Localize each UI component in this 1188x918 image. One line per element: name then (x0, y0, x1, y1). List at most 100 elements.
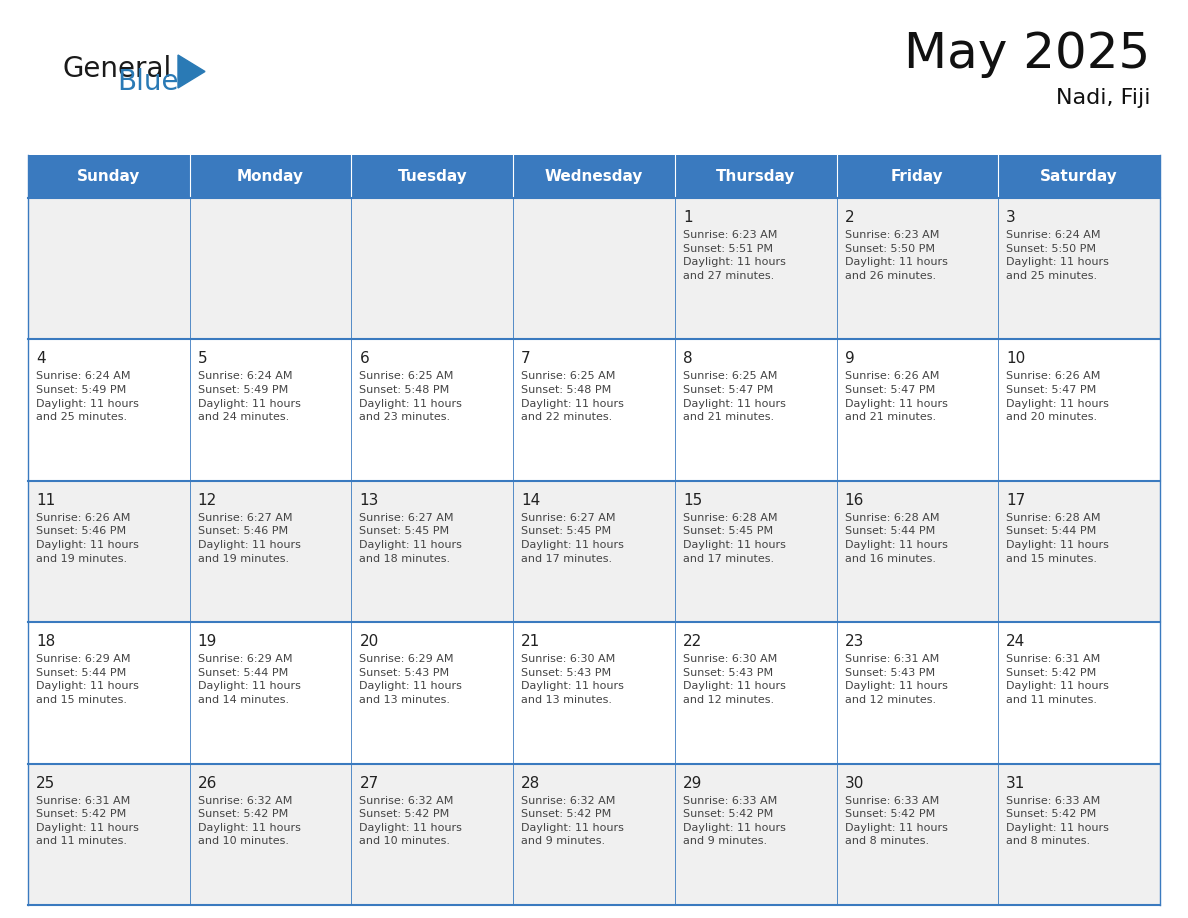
Text: 25: 25 (36, 776, 56, 790)
Text: 19: 19 (197, 634, 217, 649)
Text: Nadi, Fiji: Nadi, Fiji (1055, 88, 1150, 108)
Bar (513, 340, 675, 481)
Bar (513, 155, 675, 198)
Bar (29, 764, 190, 905)
Text: Sunrise: 6:32 AM
Sunset: 5:42 PM
Daylight: 11 hours
and 10 minutes.: Sunrise: 6:32 AM Sunset: 5:42 PM Dayligh… (360, 796, 462, 846)
Text: Sunrise: 6:31 AM
Sunset: 5:42 PM
Daylight: 11 hours
and 11 minutes.: Sunrise: 6:31 AM Sunset: 5:42 PM Dayligh… (1006, 655, 1110, 705)
Text: 10: 10 (1006, 352, 1025, 366)
Text: Sunrise: 6:27 AM
Sunset: 5:46 PM
Daylight: 11 hours
and 19 minutes.: Sunrise: 6:27 AM Sunset: 5:46 PM Dayligh… (197, 513, 301, 564)
Text: Sunrise: 6:26 AM
Sunset: 5:46 PM
Daylight: 11 hours
and 19 minutes.: Sunrise: 6:26 AM Sunset: 5:46 PM Dayligh… (36, 513, 139, 564)
Text: Sunrise: 6:33 AM
Sunset: 5:42 PM
Daylight: 11 hours
and 9 minutes.: Sunrise: 6:33 AM Sunset: 5:42 PM Dayligh… (683, 796, 785, 846)
Bar (29, 340, 190, 481)
Text: Sunrise: 6:24 AM
Sunset: 5:50 PM
Daylight: 11 hours
and 25 minutes.: Sunrise: 6:24 AM Sunset: 5:50 PM Dayligh… (1006, 230, 1110, 281)
Bar (513, 764, 675, 905)
Text: Sunrise: 6:26 AM
Sunset: 5:47 PM
Daylight: 11 hours
and 20 minutes.: Sunrise: 6:26 AM Sunset: 5:47 PM Dayligh… (1006, 372, 1110, 422)
Text: 24: 24 (1006, 634, 1025, 649)
Text: 31: 31 (1006, 776, 1025, 790)
Text: Sunrise: 6:33 AM
Sunset: 5:42 PM
Daylight: 11 hours
and 8 minutes.: Sunrise: 6:33 AM Sunset: 5:42 PM Dayligh… (845, 796, 948, 846)
Bar (836, 155, 998, 198)
Bar (836, 764, 998, 905)
Text: Sunrise: 6:26 AM
Sunset: 5:47 PM
Daylight: 11 hours
and 21 minutes.: Sunrise: 6:26 AM Sunset: 5:47 PM Dayligh… (845, 372, 948, 422)
Bar (675, 622, 836, 764)
Text: Saturday: Saturday (1041, 169, 1118, 184)
Text: Sunrise: 6:32 AM
Sunset: 5:42 PM
Daylight: 11 hours
and 9 minutes.: Sunrise: 6:32 AM Sunset: 5:42 PM Dayligh… (522, 796, 624, 846)
Text: Sunrise: 6:31 AM
Sunset: 5:42 PM
Daylight: 11 hours
and 11 minutes.: Sunrise: 6:31 AM Sunset: 5:42 PM Dayligh… (36, 796, 139, 846)
Text: 17: 17 (1006, 493, 1025, 508)
Text: 29: 29 (683, 776, 702, 790)
Text: Monday: Monday (238, 169, 304, 184)
Text: Sunrise: 6:29 AM
Sunset: 5:43 PM
Daylight: 11 hours
and 13 minutes.: Sunrise: 6:29 AM Sunset: 5:43 PM Dayligh… (360, 655, 462, 705)
Text: 3: 3 (1006, 210, 1016, 225)
Text: Sunrise: 6:24 AM
Sunset: 5:49 PM
Daylight: 11 hours
and 25 minutes.: Sunrise: 6:24 AM Sunset: 5:49 PM Dayligh… (36, 372, 139, 422)
Text: 18: 18 (36, 634, 56, 649)
Text: Wednesday: Wednesday (545, 169, 643, 184)
Bar (998, 340, 1159, 481)
Text: Sunrise: 6:24 AM
Sunset: 5:49 PM
Daylight: 11 hours
and 24 minutes.: Sunrise: 6:24 AM Sunset: 5:49 PM Dayligh… (197, 372, 301, 422)
Text: 14: 14 (522, 493, 541, 508)
Text: 20: 20 (360, 634, 379, 649)
Text: Sunrise: 6:25 AM
Sunset: 5:48 PM
Daylight: 11 hours
and 22 minutes.: Sunrise: 6:25 AM Sunset: 5:48 PM Dayligh… (522, 372, 624, 422)
Bar (190, 481, 352, 622)
Bar (352, 155, 513, 198)
Text: 11: 11 (36, 493, 56, 508)
Text: 23: 23 (845, 634, 864, 649)
Text: 5: 5 (197, 352, 208, 366)
Bar (29, 481, 190, 622)
Text: Sunrise: 6:28 AM
Sunset: 5:44 PM
Daylight: 11 hours
and 15 minutes.: Sunrise: 6:28 AM Sunset: 5:44 PM Dayligh… (1006, 513, 1110, 564)
Text: May 2025: May 2025 (904, 30, 1150, 78)
Text: 27: 27 (360, 776, 379, 790)
Text: Sunrise: 6:30 AM
Sunset: 5:43 PM
Daylight: 11 hours
and 13 minutes.: Sunrise: 6:30 AM Sunset: 5:43 PM Dayligh… (522, 655, 624, 705)
Text: 9: 9 (845, 352, 854, 366)
Bar (513, 198, 675, 340)
Bar (998, 764, 1159, 905)
Text: Sunrise: 6:29 AM
Sunset: 5:44 PM
Daylight: 11 hours
and 15 minutes.: Sunrise: 6:29 AM Sunset: 5:44 PM Dayligh… (36, 655, 139, 705)
Bar (998, 622, 1159, 764)
Text: 30: 30 (845, 776, 864, 790)
Text: Sunrise: 6:29 AM
Sunset: 5:44 PM
Daylight: 11 hours
and 14 minutes.: Sunrise: 6:29 AM Sunset: 5:44 PM Dayligh… (197, 655, 301, 705)
Bar (29, 155, 190, 198)
Bar (352, 198, 513, 340)
Text: Sunrise: 6:32 AM
Sunset: 5:42 PM
Daylight: 11 hours
and 10 minutes.: Sunrise: 6:32 AM Sunset: 5:42 PM Dayligh… (197, 796, 301, 846)
Text: Sunrise: 6:33 AM
Sunset: 5:42 PM
Daylight: 11 hours
and 8 minutes.: Sunrise: 6:33 AM Sunset: 5:42 PM Dayligh… (1006, 796, 1110, 846)
Text: Sunrise: 6:23 AM
Sunset: 5:51 PM
Daylight: 11 hours
and 27 minutes.: Sunrise: 6:23 AM Sunset: 5:51 PM Dayligh… (683, 230, 785, 281)
Text: Tuesday: Tuesday (398, 169, 467, 184)
Text: 2: 2 (845, 210, 854, 225)
Bar (352, 764, 513, 905)
Bar (675, 764, 836, 905)
Text: 22: 22 (683, 634, 702, 649)
Text: Sunrise: 6:23 AM
Sunset: 5:50 PM
Daylight: 11 hours
and 26 minutes.: Sunrise: 6:23 AM Sunset: 5:50 PM Dayligh… (845, 230, 948, 281)
Text: Sunrise: 6:28 AM
Sunset: 5:45 PM
Daylight: 11 hours
and 17 minutes.: Sunrise: 6:28 AM Sunset: 5:45 PM Dayligh… (683, 513, 785, 564)
Text: Thursday: Thursday (716, 169, 796, 184)
Text: 8: 8 (683, 352, 693, 366)
Bar (190, 622, 352, 764)
Bar (190, 155, 352, 198)
Text: 21: 21 (522, 634, 541, 649)
Text: Sunday: Sunday (77, 169, 140, 184)
Bar (513, 481, 675, 622)
Bar (513, 622, 675, 764)
Polygon shape (178, 55, 206, 88)
Text: 15: 15 (683, 493, 702, 508)
Text: Sunrise: 6:25 AM
Sunset: 5:48 PM
Daylight: 11 hours
and 23 minutes.: Sunrise: 6:25 AM Sunset: 5:48 PM Dayligh… (360, 372, 462, 422)
Bar (998, 481, 1159, 622)
Bar (190, 198, 352, 340)
Bar (998, 198, 1159, 340)
Text: 4: 4 (36, 352, 45, 366)
Bar (675, 340, 836, 481)
Bar (836, 340, 998, 481)
Bar (352, 622, 513, 764)
Text: 12: 12 (197, 493, 217, 508)
Text: 6: 6 (360, 352, 369, 366)
Bar (352, 481, 513, 622)
Bar (190, 340, 352, 481)
Text: 16: 16 (845, 493, 864, 508)
Text: Sunrise: 6:31 AM
Sunset: 5:43 PM
Daylight: 11 hours
and 12 minutes.: Sunrise: 6:31 AM Sunset: 5:43 PM Dayligh… (845, 655, 948, 705)
Text: 1: 1 (683, 210, 693, 225)
Text: Sunrise: 6:30 AM
Sunset: 5:43 PM
Daylight: 11 hours
and 12 minutes.: Sunrise: 6:30 AM Sunset: 5:43 PM Dayligh… (683, 655, 785, 705)
Text: 26: 26 (197, 776, 217, 790)
Bar (29, 198, 190, 340)
Text: Sunrise: 6:25 AM
Sunset: 5:47 PM
Daylight: 11 hours
and 21 minutes.: Sunrise: 6:25 AM Sunset: 5:47 PM Dayligh… (683, 372, 785, 422)
Text: 7: 7 (522, 352, 531, 366)
Bar (998, 155, 1159, 198)
Bar (675, 198, 836, 340)
